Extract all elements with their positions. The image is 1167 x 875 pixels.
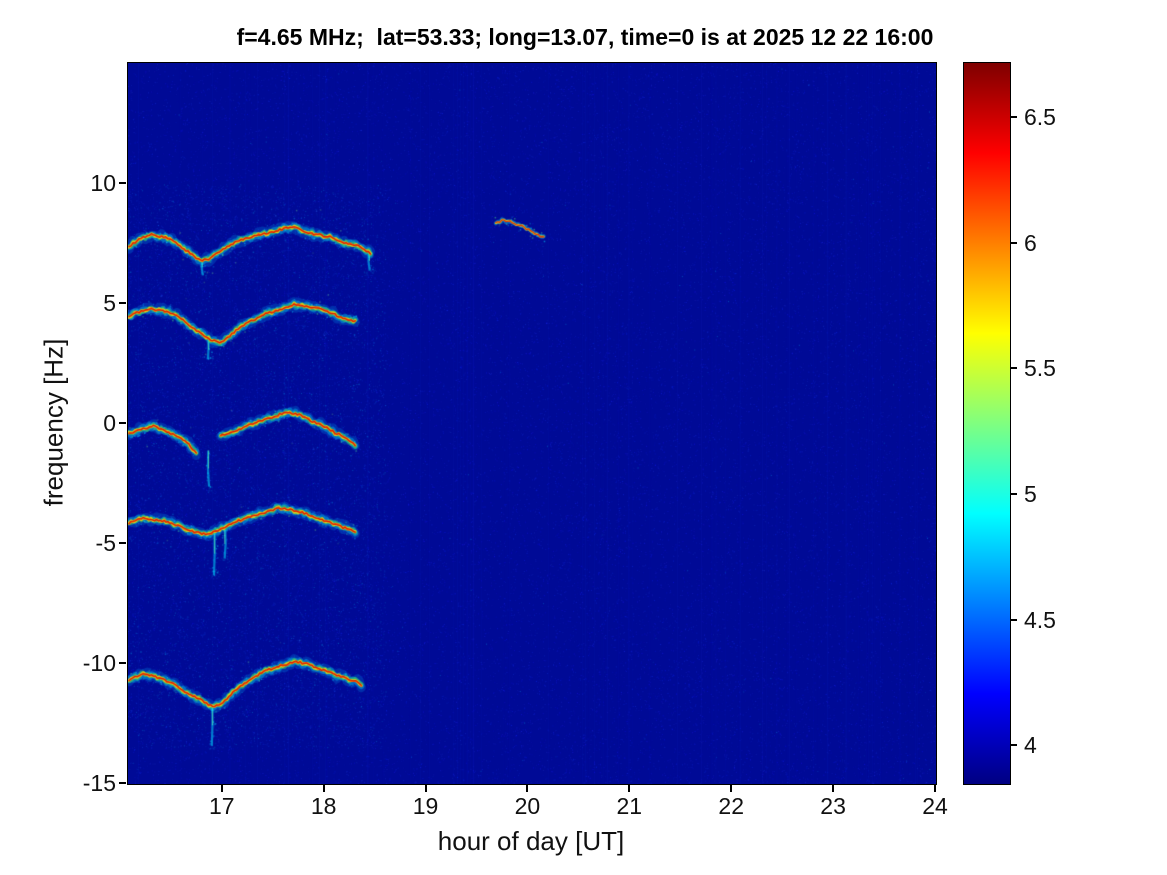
- x-tick-mark: [628, 785, 631, 792]
- y-tick-mark: [119, 782, 126, 784]
- y-tick-label: -15: [82, 770, 116, 796]
- spectrogram-canvas: [128, 63, 936, 784]
- x-tick-mark: [322, 785, 325, 792]
- colorbar-tick-mark: [1011, 493, 1017, 496]
- y-tick-mark: [119, 662, 126, 665]
- colorbar-tick-label: 4.5: [1024, 606, 1056, 633]
- colorbar-tick-label: 5.5: [1024, 355, 1056, 382]
- y-tick-mark: [119, 182, 126, 185]
- x-tick-mark: [220, 785, 223, 792]
- x-tick-mark: [424, 785, 427, 792]
- x-tick-label: 21: [616, 793, 643, 819]
- x-tick-mark: [730, 785, 733, 792]
- colorbar-tick-mark: [1011, 367, 1017, 370]
- y-tick-mark: [119, 302, 126, 305]
- colorbar-tick-label: 5: [1024, 481, 1037, 508]
- x-tick-label: 23: [820, 793, 846, 819]
- colorbar-tick-mark: [1011, 241, 1017, 244]
- colorbar: [963, 62, 1011, 785]
- colorbar-tick-mark: [1011, 116, 1017, 119]
- x-tick-mark: [526, 785, 529, 792]
- y-tick-label: -10: [82, 650, 116, 677]
- x-tick-label: 20: [514, 793, 541, 819]
- y-tick-label: -5: [95, 530, 116, 557]
- x-tick-mark: [832, 785, 835, 792]
- colorbar-tick-label: 6: [1024, 229, 1037, 256]
- colorbar-tick-label: 6.5: [1024, 104, 1056, 131]
- x-tick-label: 24: [922, 793, 948, 819]
- colorbar-tick-label: 4: [1024, 732, 1037, 759]
- x-tick-label: 18: [310, 793, 337, 819]
- y-tick-mark: [119, 422, 126, 425]
- y-tick-mark: [119, 542, 126, 545]
- x-tick-label: 17: [208, 793, 235, 819]
- chart-title: f=4.65 MHz; lat=53.33; long=13.07, time=…: [236, 24, 934, 50]
- y-tick-label: 0: [103, 410, 116, 437]
- y-tick-label: 10: [90, 170, 116, 197]
- x-tick-label: 19: [412, 793, 439, 819]
- colorbar-tick-mark: [1011, 744, 1017, 747]
- x-axis-label: hour of day [UT]: [437, 826, 625, 856]
- x-tick-label: 22: [718, 793, 744, 819]
- x-tick-mark: [934, 785, 936, 792]
- y-tick-label: 5: [103, 290, 116, 317]
- plot-area: [127, 62, 937, 785]
- colorbar-tick-mark: [1011, 618, 1017, 621]
